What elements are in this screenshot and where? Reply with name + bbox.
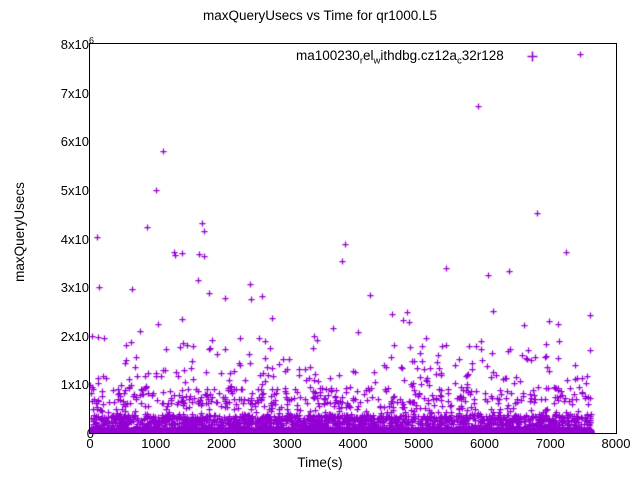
page-title: maxQueryUsecs vs Time for qr1000.L5	[202, 8, 438, 23]
plot-area	[89, 43, 617, 434]
plus-icon	[521, 48, 544, 64]
x-tick-label: 8000	[601, 436, 631, 451]
y-axis-label: maxQueryUsecs	[12, 182, 27, 282]
x-tick-label: 7000	[535, 436, 565, 451]
legend: ma100230relwithdbg.cz12ac32r128	[296, 47, 544, 67]
x-tick-label: 4000	[338, 436, 368, 451]
x-tick-label: 1000	[141, 436, 171, 451]
y-tick-label: 8x106	[60, 35, 94, 52]
x-tick-label: 6000	[470, 436, 499, 451]
legend-key-marker	[521, 48, 544, 64]
x-tick-label: 5000	[404, 436, 434, 451]
scatter-points-canvas	[90, 44, 616, 433]
x-axis-label: Time(s)	[297, 455, 343, 470]
x-tick-label: 3000	[272, 436, 302, 451]
legend-series-label: ma100230relwithdbg.cz12ac32r128	[296, 48, 504, 67]
y-axis-label-container: maxQueryUsecs	[0, 0, 28, 480]
x-tick-label: 0	[86, 436, 94, 451]
x-tick-label: 2000	[207, 436, 236, 451]
